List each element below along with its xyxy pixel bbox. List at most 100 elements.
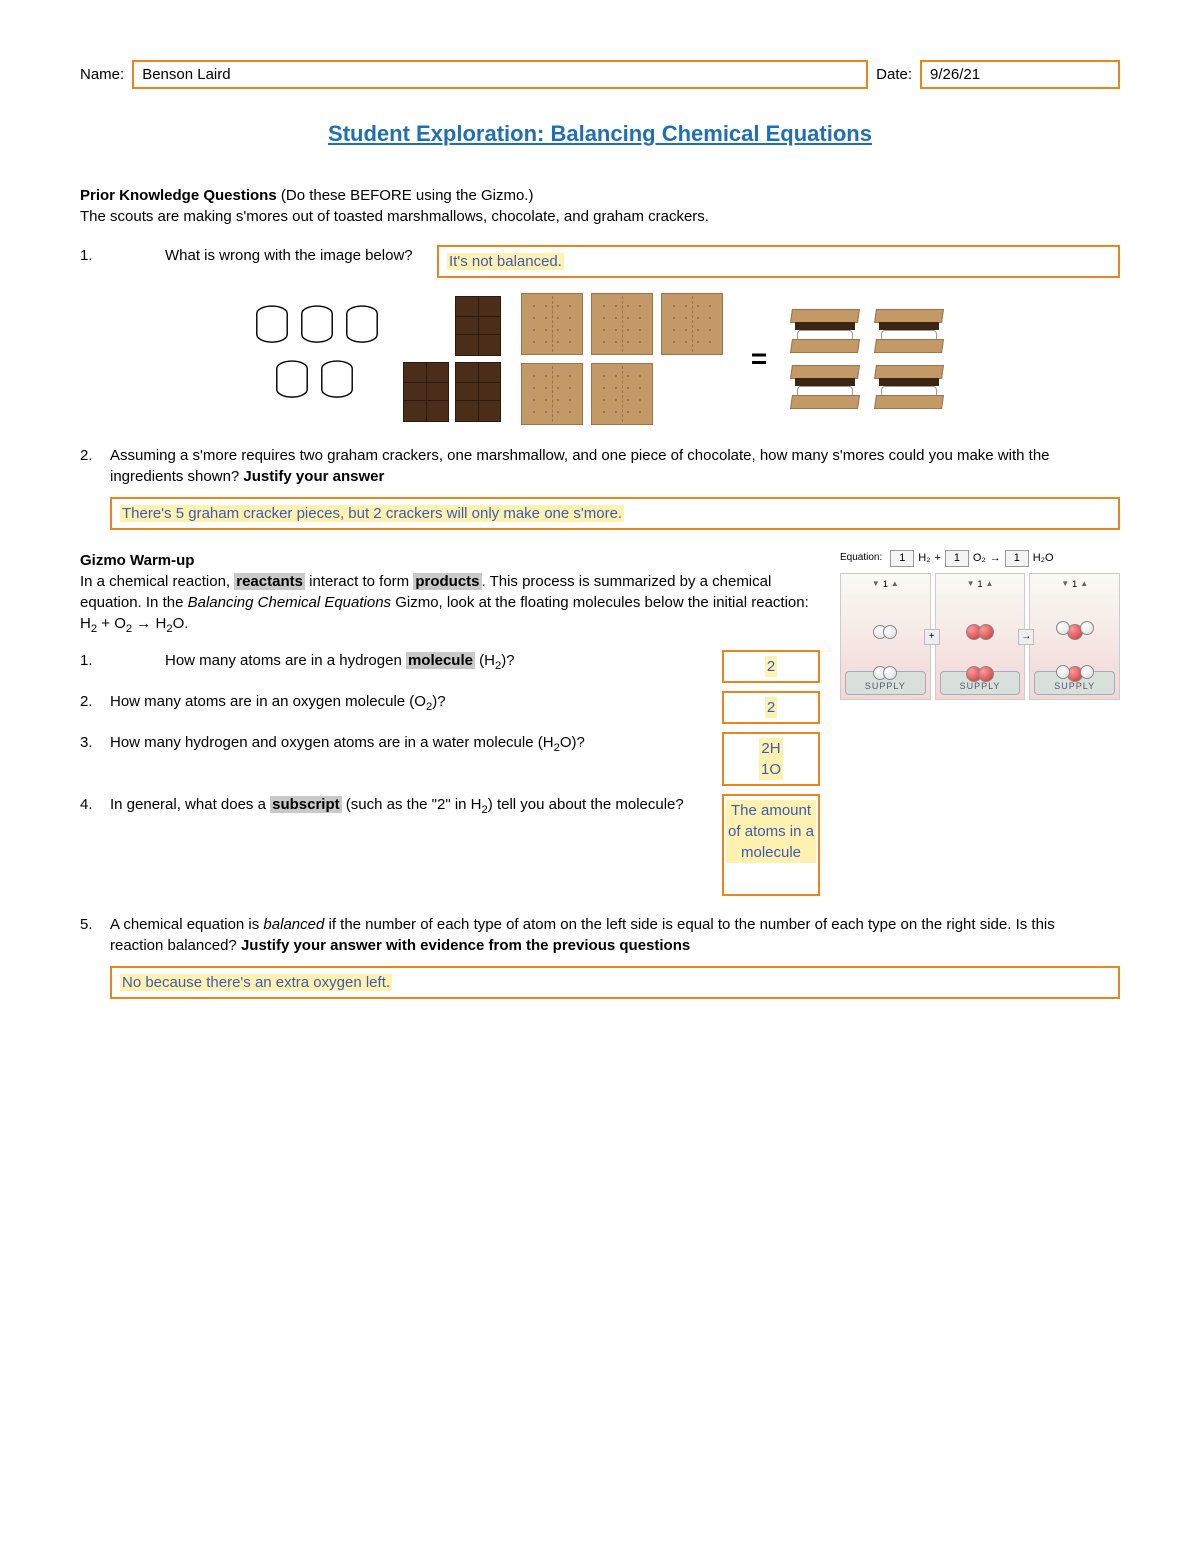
gizmo-screenshot: Equation: 1 H₂ + 1 O₂ → 1 H₂O ▼1▲ + SUPP…	[840, 550, 1120, 701]
formula-h2o: H₂O	[1033, 551, 1054, 566]
term-molecule: molecule	[406, 652, 475, 669]
term-reactants: reactants	[234, 573, 305, 590]
wq4-answer: The amount of atoms in a molecule	[726, 800, 816, 863]
warmup-text: In a chemical reaction,	[80, 573, 234, 590]
up-icon[interactable]: ▲	[986, 578, 994, 591]
graham-cracker	[661, 293, 723, 355]
coef-h2o[interactable]: 1	[1005, 550, 1029, 567]
name-field[interactable]: Benson Laird	[132, 60, 868, 89]
coef-h2[interactable]: 1	[890, 550, 914, 567]
wq3-answer-b: 1O	[759, 759, 783, 780]
equation-label: Equation:	[840, 551, 882, 565]
gizmo-name: Balancing Chemical Equations	[188, 594, 391, 611]
warmup-q4: 4. In general, what does a subscript (su…	[80, 794, 820, 896]
up-icon[interactable]: ▲	[1080, 578, 1088, 591]
coef-o2[interactable]: 1	[945, 550, 969, 567]
smore	[787, 307, 863, 355]
graham-cracker	[521, 293, 583, 355]
warmup-text: interact to form	[305, 573, 413, 590]
wq4-text: In general, what does a subscript (such …	[110, 794, 722, 819]
plus-sign: +	[934, 551, 940, 566]
q-number: 1.	[80, 650, 110, 671]
formula-h2: H₂	[918, 551, 930, 566]
page-title: Student Exploration: Balancing Chemical …	[80, 119, 1120, 150]
arrow-sign: →	[990, 551, 1001, 566]
warmup-q1: 1. How many atoms are in a hydrogen mole…	[80, 650, 820, 683]
arrow-icon: →	[1018, 629, 1034, 645]
graham-cracker	[591, 363, 653, 425]
formula-o2: O₂	[973, 551, 986, 566]
prior-intro: Prior Knowledge Questions (Do these BEFO…	[80, 185, 1120, 227]
wq2-text: How many atoms are in an oxygen molecule…	[110, 691, 722, 716]
wq2-answer-box[interactable]: 2	[722, 691, 820, 724]
gizmo-panels: ▼1▲ + SUPPLY ▼1▲ → SUPPLY ▼1▲ SUPPLY	[840, 573, 1120, 700]
smores-graphic: =	[80, 293, 1120, 425]
wq5-answer: No because there's an extra oxygen left.	[120, 974, 392, 991]
chocolate-bar	[403, 362, 449, 422]
warmup-section: Gizmo Warm-up In a chemical reaction, re…	[80, 550, 1120, 904]
warmup-heading: Gizmo Warm-up	[80, 552, 194, 569]
q-number: 2.	[80, 691, 110, 712]
q-number: 5.	[80, 914, 110, 935]
down-icon[interactable]: ▼	[1061, 578, 1069, 591]
smore-group	[787, 307, 957, 411]
plus-icon: +	[924, 629, 940, 645]
warmup-text: O.	[173, 615, 189, 632]
q-number: 4.	[80, 794, 110, 815]
smore	[787, 363, 863, 411]
wq3-answer-a: 2H	[759, 738, 782, 759]
graham-cracker	[521, 363, 583, 425]
down-icon[interactable]: ▼	[967, 578, 975, 591]
q1-answer: It's not balanced.	[447, 253, 564, 270]
prior-heading: Prior Knowledge Questions	[80, 187, 277, 204]
down-icon[interactable]: ▼	[872, 578, 880, 591]
q-number: 1.	[80, 245, 110, 266]
warmup-q2: 2. How many atoms are in an oxygen molec…	[80, 691, 820, 724]
smore	[871, 307, 947, 355]
wq3-answer-box[interactable]: 2H 1O	[722, 732, 820, 786]
warmup-text: → H	[132, 615, 166, 632]
graham-cracker	[591, 293, 653, 355]
smore	[871, 363, 947, 411]
wq1-answer: 2	[765, 656, 777, 677]
warmup-text: + O	[97, 615, 126, 632]
date-field[interactable]: 9/26/21	[920, 60, 1120, 89]
equals-sign: =	[751, 339, 767, 378]
q1-answer-box[interactable]: It's not balanced.	[437, 245, 1120, 278]
wq4-answer-box[interactable]: The amount of atoms in a molecule	[722, 794, 820, 896]
wq3-text: How many hydrogen and oxygen atoms are i…	[110, 732, 722, 757]
chocolate-bar	[455, 362, 501, 422]
name-label: Name:	[80, 64, 124, 85]
q-number: 3.	[80, 732, 110, 753]
supply-o2[interactable]: SUPPLY	[940, 671, 1021, 696]
q2-answer-box[interactable]: There's 5 graham cracker pieces, but 2 c…	[110, 497, 1120, 530]
q-number: 2.	[80, 445, 110, 466]
wq5-answer-box[interactable]: No because there's an extra oxygen left.	[110, 966, 1120, 999]
panel-o2: ▼1▲ → SUPPLY	[935, 573, 1026, 700]
wq1-text: How many atoms are in a hydrogen molecul…	[165, 650, 722, 675]
date-label: Date:	[876, 64, 912, 85]
panel-h2: ▼1▲ + SUPPLY	[840, 573, 931, 700]
wq2-answer: 2	[765, 697, 777, 718]
header-row: Name: Benson Laird Date: 9/26/21	[80, 60, 1120, 89]
wq5-text: A chemical equation is balanced if the n…	[110, 914, 1120, 956]
prior-intro-text: The scouts are making s'mores out of toa…	[80, 208, 709, 225]
q2-text: Assuming a s'more requires two graham cr…	[110, 445, 1120, 487]
warmup-intro: Gizmo Warm-up In a chemical reaction, re…	[80, 550, 820, 638]
marshmallow-group	[243, 304, 383, 414]
prior-heading-note: (Do these BEFORE using the Gizmo.)	[277, 187, 534, 204]
wq1-answer-box[interactable]: 2	[722, 650, 820, 683]
term-subscript: subscript	[270, 796, 342, 813]
prior-q2: 2. Assuming a s'more requires two graham…	[80, 445, 1120, 487]
term-products: products	[413, 573, 481, 590]
supply-h2o[interactable]: SUPPLY	[1034, 671, 1115, 696]
prior-q1: 1. What is wrong with the image below? I…	[80, 245, 1120, 278]
chocolate-group	[403, 296, 501, 422]
up-icon[interactable]: ▲	[891, 578, 899, 591]
gizmo-equation: Equation: 1 H₂ + 1 O₂ → 1 H₂O	[840, 550, 1120, 567]
warmup-q5: 5. A chemical equation is balanced if th…	[80, 914, 1120, 956]
supply-h2[interactable]: SUPPLY	[845, 671, 926, 696]
q2-text-b: Justify your answer	[243, 468, 384, 485]
panel-h2o: ▼1▲ SUPPLY	[1029, 573, 1120, 700]
warmup-q3: 3. How many hydrogen and oxygen atoms ar…	[80, 732, 820, 786]
